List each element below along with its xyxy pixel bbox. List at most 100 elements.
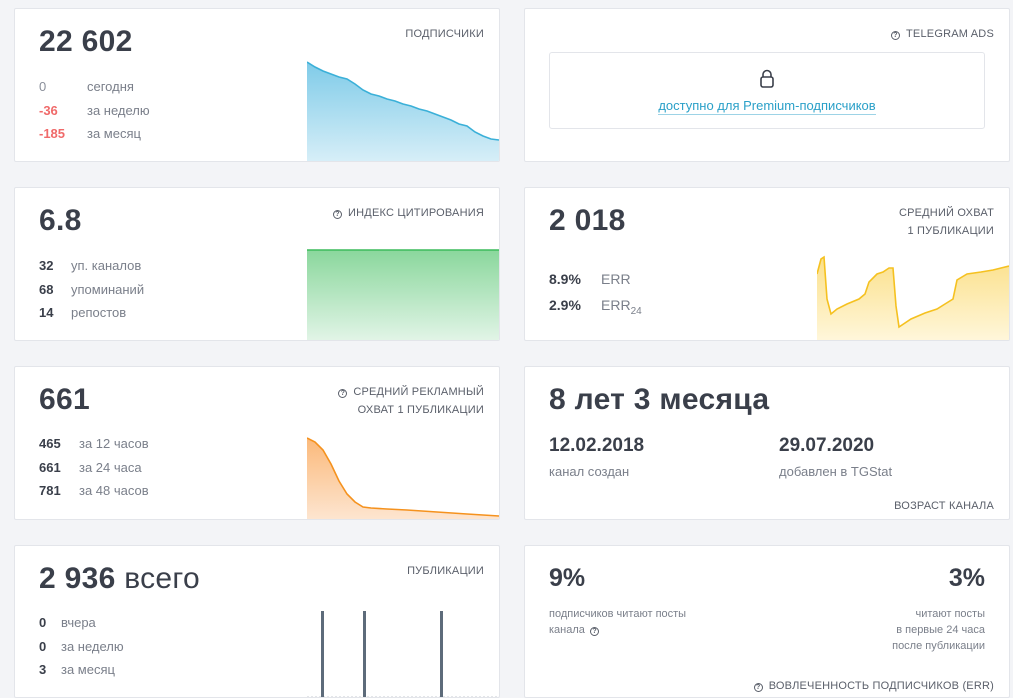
- reach-title-line: СРЕДНИЙ ОХВАТ: [898, 207, 994, 219]
- stat-row: -185 за месяц: [39, 122, 150, 146]
- stat-label: за месяц: [61, 662, 115, 677]
- engagement-title: ВОВЛЕЧЕННОСТЬ ПОДПИСЧИКОВ (ERR): [768, 680, 994, 692]
- ad-reach-title-line: ? СРЕДНИЙ РЕКЛАМНЫЙ: [338, 383, 484, 401]
- engagement-desc-line: в первые 24 часа: [896, 624, 985, 636]
- citation-card[interactable]: 6.8 ? ИНДЕКС ЦИТИРОВАНИЯ 32 уп. каналов 68…: [14, 187, 500, 341]
- stat-row: 661 за 24 часа: [39, 456, 149, 480]
- citation-value: 6.8: [39, 204, 82, 237]
- stat-label: репостов: [71, 305, 127, 320]
- reach-card[interactable]: 2 018 СРЕДНИЙ ОХВАТ 1 ПУБЛИКАЦИИ 8.9% ERR…: [524, 187, 1010, 341]
- engagement-title-wrap: ? ВОВЛЕЧЕННОСТЬ ПОДПИСЧИКОВ (ERR): [753, 677, 994, 695]
- reach-sparkline: [817, 255, 1009, 340]
- subscribers-count: 22 602: [39, 25, 133, 58]
- ad-reach-value: 661: [39, 383, 90, 416]
- engagement-pct-1: 9%: [549, 564, 586, 592]
- stat-label: вчера: [61, 615, 96, 630]
- engagement-desc-line: читают посты: [915, 608, 985, 620]
- engagement-card: 9% подписчиков читают посты канала ? 3% …: [524, 545, 1010, 698]
- stat-row: 0 сегодня: [39, 75, 150, 99]
- created-date: 12.02.2018: [549, 435, 645, 456]
- stat-label: за неделю: [61, 638, 124, 654]
- age-title: ВОЗРАСТ КАНАЛА: [894, 500, 994, 512]
- stat-row: -36 за неделю: [39, 99, 150, 123]
- citation-stats: 32 уп. каналов 68 упоминаний 14 репостов: [39, 254, 144, 325]
- engagement-pct-2: 3%: [948, 564, 985, 592]
- ads-title: TELEGRAM ADS: [906, 28, 994, 40]
- subscribers-title: ПОДПИСЧИКИ: [405, 28, 484, 40]
- ad-reach-sparkline: [307, 437, 499, 519]
- created-label: канал создан: [549, 464, 630, 479]
- posts-bar-chart: [307, 611, 499, 697]
- err24-row: 2.9% ERR24: [549, 292, 642, 318]
- subscribers-stats: 0 сегодня -36 за неделю -185 за месяц: [39, 75, 150, 146]
- stat-value: 68: [39, 281, 54, 297]
- err-row: 8.9% ERR: [549, 266, 642, 292]
- stat-label: за 12 часов: [79, 436, 149, 451]
- posts-stats: 0 вчера 0 за неделю 3 за месяц: [39, 611, 124, 682]
- citation-title: ИНДЕКС ЦИТИРОВАНИЯ: [348, 207, 484, 219]
- stat-value: 661: [39, 459, 61, 475]
- ad-reach-title: ? СРЕДНИЙ РЕКЛАМНЫЙ ОХВАТ 1 ПУБЛИКАЦИИ: [338, 383, 484, 419]
- err-value: 8.9%: [549, 271, 581, 287]
- stat-value: 0: [39, 615, 47, 630]
- ads-title-wrap: ? TELEGRAM ADS: [891, 25, 994, 43]
- posts-card[interactable]: 2 936 всего ПУБЛИКАЦИИ 0 вчера 0 за неделю…: [14, 545, 500, 698]
- info-icon[interactable]: ?: [333, 210, 343, 219]
- err24-value: 2.9%: [549, 297, 581, 313]
- stat-row: 3 за месяц: [39, 658, 124, 682]
- stat-row: 0 за неделю: [39, 635, 124, 659]
- citation-title-wrap: ? ИНДЕКС ЦИТИРОВАНИЯ: [333, 204, 484, 222]
- subscribers-sparkline: [307, 61, 499, 161]
- added-label: добавлен в TGStat: [779, 464, 893, 479]
- stat-value: 32: [39, 258, 54, 273]
- reach-title: СРЕДНИЙ ОХВАТ 1 ПУБЛИКАЦИИ: [899, 204, 994, 240]
- stat-label: упоминаний: [71, 281, 145, 297]
- err24-sub: 24: [630, 305, 642, 317]
- ad-reach-card[interactable]: 661 ? СРЕДНИЙ РЕКЛАМНЫЙ ОХВАТ 1 ПУБЛИКАЦИ…: [14, 366, 500, 520]
- ad-reach-title-line: ОХВАТ 1 ПУБЛИКАЦИИ: [357, 404, 484, 416]
- reach-err: 8.9% ERR 2.9% ERR24: [549, 266, 642, 318]
- premium-link-text: доступно для Premium-подписчиков: [658, 98, 876, 115]
- engagement-desc-line: после публикации: [892, 640, 985, 652]
- stat-value: 3: [39, 662, 47, 677]
- premium-lock-box: доступно для Premium-подписчиков: [549, 52, 985, 129]
- posts-count: 2 936 всего: [39, 562, 200, 596]
- stat-value: 0: [39, 638, 47, 654]
- info-icon[interactable]: ?: [753, 683, 763, 692]
- lock-icon: [760, 69, 774, 88]
- posts-value: 2 936: [39, 562, 116, 595]
- stat-row: 14 репостов: [39, 301, 144, 325]
- posts-bar: [363, 611, 366, 697]
- err24-label: ERR: [601, 297, 631, 313]
- stat-row: 781 за 48 часов: [39, 479, 149, 503]
- stat-row: 465 за 12 часов: [39, 432, 149, 456]
- posts-unit: всего: [124, 562, 200, 595]
- engagement-desc-2: читают посты в первые 24 часа после публ…: [892, 606, 985, 654]
- added-date: 29.07.2020: [779, 435, 875, 456]
- engagement-desc-1: подписчиков читают посты канала ?: [549, 606, 686, 638]
- telegram-ads-card: ? TELEGRAM ADS доступно для Premium-подпи…: [524, 8, 1010, 162]
- posts-bar: [321, 611, 324, 697]
- stat-label: за месяц: [87, 126, 141, 141]
- stat-label: сегодня: [87, 79, 134, 94]
- stat-label: уп. каналов: [71, 258, 142, 273]
- reach-value: 2 018: [549, 204, 626, 237]
- stat-value: 0: [39, 79, 47, 94]
- posts-title: ПУБЛИКАЦИИ: [407, 565, 484, 577]
- engagement-desc-text: канала: [549, 624, 585, 636]
- stat-row: 68 упоминаний: [39, 278, 144, 302]
- info-icon[interactable]: ?: [589, 627, 599, 636]
- info-icon[interactable]: ?: [338, 389, 348, 398]
- stat-label: за 24 часа: [79, 459, 142, 475]
- info-icon[interactable]: ?: [891, 31, 901, 40]
- ad-reach-stats: 465 за 12 часов 661 за 24 часа 781 за 48 ча…: [39, 432, 149, 503]
- age-value: 8 лет 3 месяца: [549, 383, 770, 416]
- reach-title-line: 1 ПУБЛИКАЦИИ: [907, 225, 994, 237]
- subscribers-card[interactable]: 22 602 ПОДПИСЧИКИ 0 сегодня -36 за неделю …: [14, 8, 500, 162]
- premium-link[interactable]: доступно для Premium-подписчиков: [550, 98, 984, 115]
- stat-label: за неделю: [87, 102, 150, 118]
- stat-value: -185: [39, 126, 66, 141]
- stat-value: 781: [39, 483, 61, 498]
- stat-value: 465: [39, 436, 61, 451]
- stat-row: 32 уп. каналов: [39, 254, 144, 278]
